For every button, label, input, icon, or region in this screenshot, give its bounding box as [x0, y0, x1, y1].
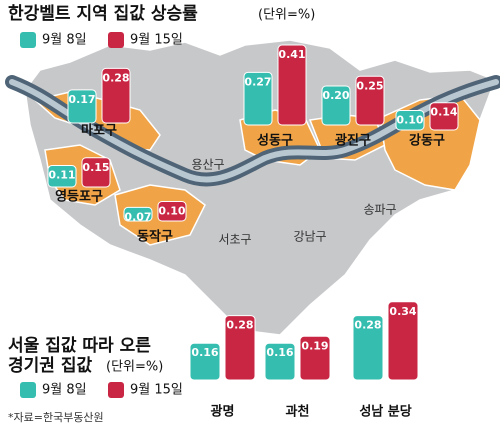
category-label: 마포구 — [81, 123, 117, 139]
bar — [264, 342, 296, 381]
value-label: 0.10 — [396, 114, 423, 127]
legend-label: 9월 8일 — [42, 383, 87, 398]
value-label: 0.27 — [244, 75, 271, 88]
category-label: 광진구 — [335, 133, 371, 149]
source: *자료=한국부동산원 — [8, 411, 104, 424]
chart-subtitle: (단위=%) — [106, 360, 163, 375]
category-label: 영등포구 — [55, 190, 103, 205]
bar — [277, 44, 307, 126]
map-label: 송파구 — [363, 203, 396, 217]
category-label: 광명 — [211, 404, 235, 420]
value-label: 0.16 — [266, 346, 293, 359]
chart-title: 한강벨트 지역 집값 상승률 — [8, 4, 198, 24]
bar — [395, 110, 425, 131]
bar — [429, 102, 459, 131]
value-label: 0.41 — [278, 48, 305, 61]
legend-label: 9월 15일 — [130, 383, 183, 398]
legend-swatch — [108, 382, 124, 398]
value-label: 0.19 — [301, 339, 328, 352]
category-label: 성남 분당 — [359, 404, 411, 420]
bar — [123, 206, 153, 222]
bar — [243, 71, 273, 126]
legend-swatch — [20, 382, 36, 398]
legend-label: 9월 15일 — [130, 33, 183, 48]
legend-label: 9월 8일 — [42, 33, 87, 48]
value-label: 0.28 — [226, 319, 253, 332]
legend-swatch — [20, 32, 36, 48]
value-label: 0.34 — [389, 305, 416, 318]
value-label: 0.20 — [322, 89, 349, 102]
bar — [387, 301, 419, 381]
value-label: 0.15 — [82, 161, 109, 174]
category-label: 과천 — [286, 405, 310, 420]
value-label: 0.11 — [48, 169, 75, 182]
value-label: 0.10 — [158, 205, 185, 218]
chart-title: 서울 집값 따라 오른 — [8, 336, 151, 356]
bar — [224, 315, 256, 381]
legend-swatch — [108, 32, 124, 48]
map-label: 용산구 — [191, 158, 224, 172]
bar — [67, 89, 97, 124]
value-label: 0.17 — [68, 93, 95, 106]
value-label: 0.14 — [430, 106, 457, 119]
category-label: 성동구 — [257, 134, 293, 149]
bar — [81, 157, 111, 188]
bar — [157, 201, 187, 222]
bar — [299, 335, 331, 381]
value-label: 0.16 — [191, 346, 218, 359]
map-label: 서초구 — [218, 233, 251, 247]
value-label: 0.25 — [356, 79, 383, 92]
bar — [101, 67, 131, 124]
chart-subtitle: (단위=%) — [258, 8, 315, 23]
bar — [189, 342, 221, 381]
bar — [47, 165, 77, 188]
category-label: 동작구 — [137, 229, 173, 245]
value-label: 0.28 — [102, 71, 129, 84]
bar — [352, 315, 384, 381]
bar — [321, 85, 351, 126]
bar — [355, 75, 385, 126]
chart-title: 경기권 집값 — [8, 356, 92, 376]
value-label: 0.28 — [354, 319, 381, 332]
map-label: 강남구 — [293, 230, 326, 244]
category-label: 강동구 — [409, 133, 445, 149]
value-label: 0.07 — [124, 210, 151, 223]
